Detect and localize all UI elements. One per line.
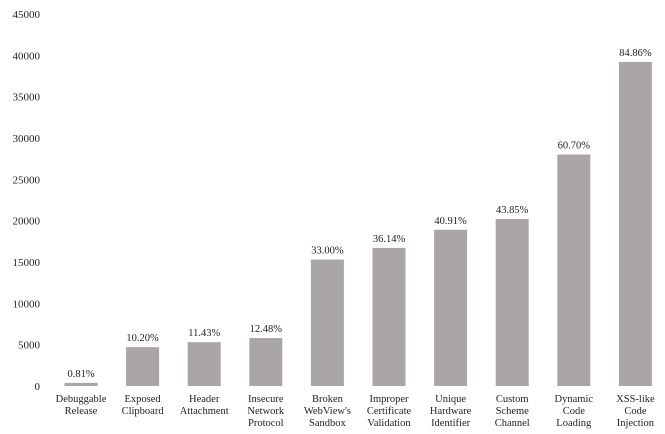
bar	[64, 382, 98, 386]
x-tick-label: Debuggable	[56, 394, 107, 405]
data-label: 60.70%	[558, 141, 591, 152]
x-tick-label: Code	[563, 406, 586, 417]
x-tick-label: Improper	[369, 394, 409, 405]
data-label: 36.14%	[373, 234, 406, 245]
data-label: 0.81%	[67, 369, 94, 380]
x-tick-label: Unique	[435, 394, 466, 405]
y-tick-label: 30000	[13, 133, 41, 145]
bar	[434, 229, 468, 386]
x-tick-label: Custom	[496, 394, 529, 405]
data-label: 10.20%	[126, 333, 159, 344]
bar	[372, 247, 406, 386]
y-tick-label: 40000	[13, 50, 41, 62]
x-tick-label: XSS-like	[616, 394, 655, 405]
x-tick-label: Attachment	[180, 406, 229, 417]
y-axis: 0 5000 10000 15000 20000 25000 30000 35000 40000…	[13, 9, 41, 393]
x-tick-label: Protocol	[248, 418, 284, 429]
x-tick-label: Dynamic	[555, 394, 594, 405]
y-tick-label: 25000	[13, 174, 41, 186]
data-label: 11.43%	[188, 328, 220, 339]
y-tick-label: 35000	[13, 92, 41, 104]
bar	[618, 61, 652, 387]
data-label: 33.00%	[311, 246, 344, 257]
bar	[557, 154, 591, 386]
x-tick-label: Identifier	[431, 418, 471, 429]
x-tick-label: Clipboard	[122, 406, 165, 417]
bar	[310, 259, 344, 386]
x-tick-label: Injection	[617, 418, 655, 429]
y-tick-label: 10000	[13, 298, 41, 310]
y-tick-label: 45000	[13, 9, 41, 21]
x-tick-label: Insecure	[248, 394, 284, 405]
x-tick-label: Hardware	[430, 406, 472, 417]
x-tick-label: Channel	[495, 418, 530, 429]
data-label: 43.85%	[496, 205, 529, 216]
x-tick-label: Validation	[367, 418, 411, 429]
bar	[249, 338, 283, 386]
data-label: 40.91%	[434, 216, 467, 227]
x-tick-label: Loading	[556, 418, 592, 429]
x-tick-label: WebView's	[304, 406, 351, 417]
x-tick-label: Certificate	[367, 406, 412, 417]
x-tick-label: Exposed	[125, 394, 162, 405]
bars	[64, 61, 652, 387]
x-tick-label: Code	[624, 406, 647, 417]
y-tick-label: 0	[35, 381, 41, 393]
y-tick-label: 15000	[13, 257, 41, 269]
bar	[187, 342, 221, 386]
bar	[126, 347, 160, 386]
x-tick-label: Sandbox	[309, 418, 347, 429]
y-tick-label: 5000	[18, 340, 41, 352]
y-tick-label: 20000	[13, 216, 41, 228]
data-label: 84.86%	[619, 48, 652, 59]
x-tick-label: Release	[65, 406, 98, 417]
x-tick-label: Network	[247, 406, 284, 417]
bar	[495, 219, 529, 386]
data-labels: 0.81% 10.20% 11.43% 12.48% 33.00% 36.14% 40.91…	[67, 48, 651, 380]
x-tick-label: Header	[189, 394, 220, 405]
x-tick-label: Scheme	[496, 406, 530, 417]
x-tick-label: Broken	[312, 394, 344, 405]
data-label: 12.48%	[250, 324, 283, 335]
